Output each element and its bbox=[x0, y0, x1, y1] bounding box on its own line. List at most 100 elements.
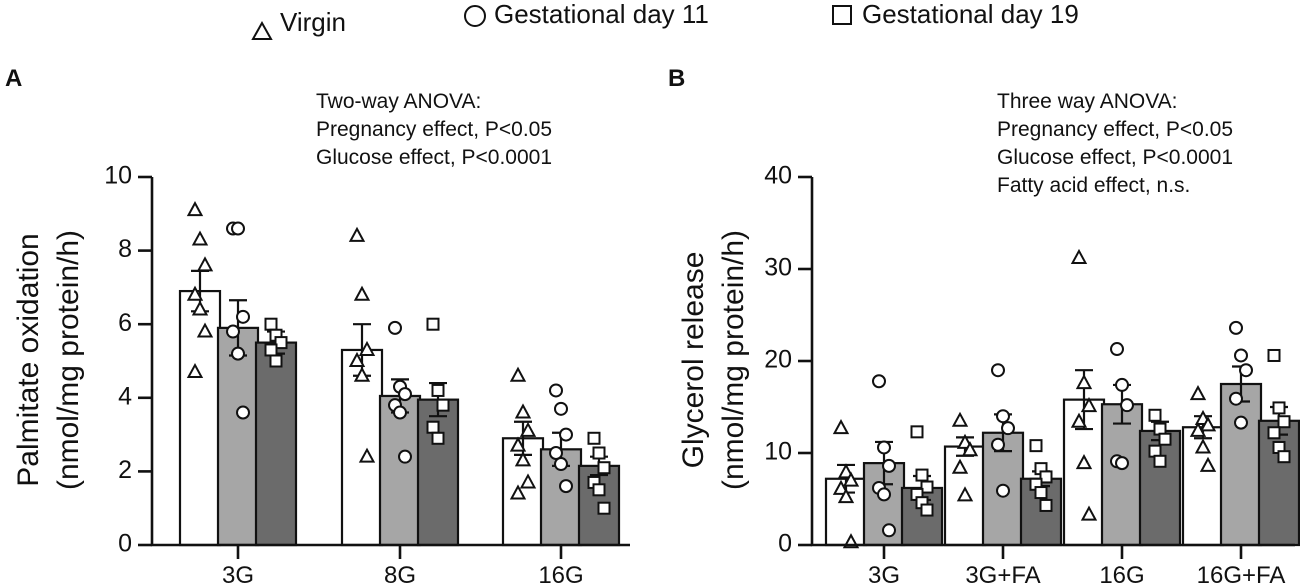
data-point-triangle bbox=[509, 436, 527, 452]
data-point-circle bbox=[398, 387, 412, 402]
data-point-triangle bbox=[519, 473, 537, 489]
plot-area: 0 2 4 6 8 10 3G 8G 16G bbox=[104, 162, 630, 588]
data-point-triangle bbox=[1199, 456, 1217, 472]
data-point-circle bbox=[559, 479, 573, 494]
data-point-square bbox=[1267, 426, 1281, 440]
triangle-icon bbox=[251, 20, 273, 40]
annotation-line: Two-way ANOVA: bbox=[316, 90, 481, 113]
data-point-triangle bbox=[832, 419, 850, 435]
y-tick-label: 20 bbox=[764, 346, 792, 374]
data-point-square bbox=[264, 343, 278, 357]
data-point-square bbox=[920, 503, 934, 517]
data-point-circle bbox=[554, 401, 568, 416]
data-point-square bbox=[1034, 486, 1048, 500]
y-tick-label: 0 bbox=[118, 530, 132, 558]
data-point-circle bbox=[882, 523, 896, 538]
data-point-square bbox=[1148, 408, 1162, 422]
data-point-circle bbox=[882, 458, 896, 473]
x-tick-label: 8G bbox=[384, 562, 416, 588]
data-point-triangle bbox=[1075, 454, 1093, 470]
data-point-square bbox=[431, 383, 445, 397]
data-point-square bbox=[436, 398, 450, 412]
data-point-square bbox=[597, 461, 611, 475]
data-point-circle bbox=[549, 383, 563, 398]
data-point-square bbox=[1039, 498, 1053, 512]
annotation-line: Fatty acid effect, n.s. bbox=[997, 174, 1190, 197]
data-point-triangle bbox=[956, 486, 974, 502]
annotation-line: Pregnancy effect, P<0.05 bbox=[316, 118, 552, 141]
panel-a-label: A bbox=[5, 65, 22, 92]
annotation-line: Glucose effect, P<0.0001 bbox=[316, 146, 552, 169]
data-point-square bbox=[597, 501, 611, 515]
data-point-circle bbox=[1001, 421, 1015, 436]
plot-area: 0 10 20 30 40 3G 3G+FA 16G 16G+FA bbox=[764, 162, 1300, 588]
data-point-square bbox=[269, 354, 283, 368]
bar bbox=[178, 289, 222, 547]
data-point-circle bbox=[872, 374, 886, 389]
anova-annotation-a: Two-way ANOVA: Pregnancy effect, P<0.05 … bbox=[316, 90, 552, 169]
data-point-triangle bbox=[509, 484, 527, 500]
data-point-square bbox=[1267, 348, 1281, 362]
anova-annotation-b: Three way ANOVA: Pregnancy effect, P<0.0… bbox=[997, 90, 1233, 197]
data-point-triangle bbox=[514, 451, 532, 467]
y-axis-subtitle-a: (nmol/mg protein/h) bbox=[52, 230, 85, 490]
panel-a: A Two-way ANOVA: Pregnancy effect, P<0.0… bbox=[5, 65, 630, 588]
data-point-square bbox=[426, 420, 440, 434]
x-tick-label: 3G bbox=[222, 562, 254, 588]
y-axis-title-a: Palmitate oxidation bbox=[12, 233, 45, 486]
data-point-triangle bbox=[514, 403, 532, 419]
data-point-square bbox=[426, 317, 440, 331]
y-axis-title-b: Glycerol release bbox=[677, 252, 710, 469]
data-point-square bbox=[264, 317, 278, 331]
y-axis-subtitle-b: (nmol/mg protein/h) bbox=[717, 230, 750, 490]
annotation-line: Pregnancy effect, P<0.05 bbox=[997, 118, 1233, 141]
data-point-circle bbox=[1234, 415, 1248, 430]
bar bbox=[254, 341, 298, 547]
data-point-circle bbox=[1115, 377, 1129, 392]
legend-item-gd11: Gestational day 11 bbox=[464, 0, 709, 29]
annotation-line: Glucose effect, P<0.0001 bbox=[997, 146, 1233, 169]
data-point-circle bbox=[398, 449, 412, 464]
data-point-circle bbox=[1115, 456, 1129, 471]
bar bbox=[216, 326, 260, 547]
data-point-triangle bbox=[358, 340, 376, 356]
data-point-square bbox=[592, 483, 606, 497]
data-point-square bbox=[915, 468, 929, 482]
data-point-square bbox=[1277, 415, 1291, 429]
data-point-triangle bbox=[353, 285, 371, 301]
y-tick-label: 40 bbox=[764, 162, 792, 190]
data-point-triangle bbox=[196, 256, 214, 272]
data-point-circle bbox=[1234, 348, 1248, 363]
data-point-triangle bbox=[1070, 248, 1088, 264]
legend: Virgin Gestational day 11 Gestational da… bbox=[251, 0, 1079, 40]
y-tick-label: 2 bbox=[118, 456, 132, 484]
data-point-triangle bbox=[837, 488, 855, 504]
y-tick-label: 8 bbox=[118, 235, 132, 263]
circle-icon bbox=[464, 5, 486, 27]
legend-item-gd19: Gestational day 19 bbox=[832, 0, 1079, 29]
data-point-circle bbox=[991, 363, 1005, 378]
data-point-square bbox=[1277, 450, 1291, 464]
data-point-circle bbox=[1229, 391, 1243, 406]
y-tick-label: 4 bbox=[118, 382, 132, 410]
legend-label-gd11: Gestational day 11 bbox=[494, 0, 709, 29]
data-point-triangle bbox=[951, 411, 969, 427]
data-point-square bbox=[1158, 432, 1172, 446]
data-point-circle bbox=[226, 324, 240, 339]
data-point-circle bbox=[231, 221, 245, 236]
legend-item-virgin: Virgin bbox=[251, 7, 346, 40]
data-point-circle bbox=[388, 320, 402, 335]
annotation-line: Three way ANOVA: bbox=[997, 90, 1178, 113]
data-point-triangle bbox=[348, 351, 366, 367]
data-point-triangle bbox=[832, 479, 850, 495]
data-point-triangle bbox=[1080, 505, 1098, 521]
data-point-circle bbox=[996, 409, 1010, 424]
data-point-triangle bbox=[358, 447, 376, 463]
data-point-triangle bbox=[951, 458, 969, 474]
data-point-triangle bbox=[1080, 396, 1098, 413]
data-point-triangle bbox=[186, 201, 204, 217]
data-point-circle bbox=[559, 427, 573, 442]
data-point-circle bbox=[554, 457, 568, 472]
data-point-square bbox=[1039, 470, 1053, 484]
data-point-triangle bbox=[842, 471, 860, 487]
